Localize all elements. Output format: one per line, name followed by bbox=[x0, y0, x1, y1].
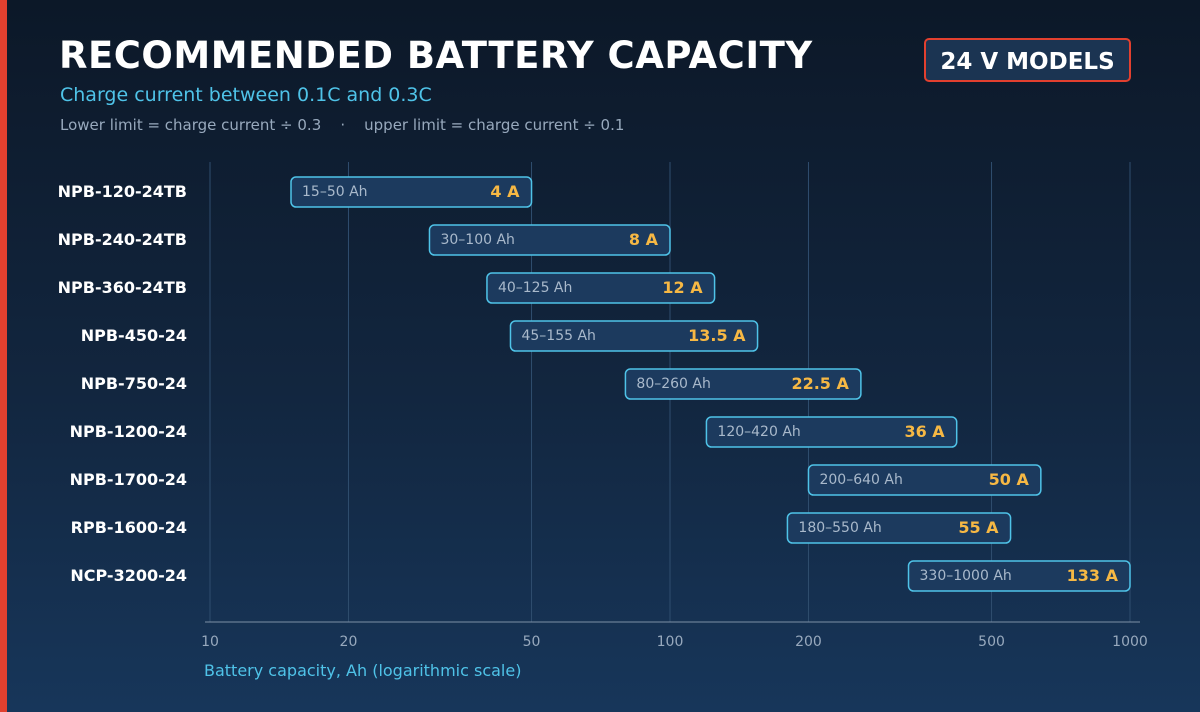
charge-current-label: 50 A bbox=[989, 470, 1030, 489]
capacity-range-bar bbox=[786, 512, 1012, 544]
accent-bar bbox=[0, 0, 7, 712]
model-label: NPB-360-24TB bbox=[58, 278, 187, 297]
capacity-range-label: 80–260 Ah bbox=[636, 376, 710, 392]
model-label: NPB-1200-24 bbox=[70, 422, 187, 441]
chart-note: Lower limit = charge current ÷ 0.3 · upp… bbox=[60, 116, 625, 134]
charge-current-label: 8 A bbox=[629, 230, 659, 249]
x-axis-label: Battery capacity, Ah (logarithmic scale) bbox=[204, 661, 521, 680]
charge-current-label: 12 A bbox=[662, 278, 703, 297]
model-label: RPB-1600-24 bbox=[71, 518, 187, 537]
capacity-range-label: 15–50 Ah bbox=[302, 184, 368, 200]
capacity-range-label: 120–420 Ah bbox=[717, 424, 800, 440]
capacity-range-label: 180–550 Ah bbox=[798, 520, 881, 536]
x-tick-label: 200 bbox=[795, 634, 822, 650]
x-tick-label: 1000 bbox=[1112, 634, 1148, 650]
capacity-range-label: 200–640 Ah bbox=[819, 472, 902, 488]
capacity-range-label: 40–125 Ah bbox=[498, 280, 572, 296]
chart-subtitle: Charge current between 0.1C and 0.3C bbox=[60, 84, 432, 106]
charge-current-label: 22.5 A bbox=[791, 374, 849, 393]
capacity-range-bar bbox=[807, 464, 1042, 496]
charge-current-label: 36 A bbox=[904, 422, 945, 441]
model-label: NPB-120-24TB bbox=[58, 182, 187, 201]
x-tick-label: 10 bbox=[201, 634, 219, 650]
chart-title: RECOMMENDED BATTERY CAPACITY bbox=[59, 34, 813, 77]
capacity-range-bar bbox=[624, 368, 862, 400]
capacity-range-label: 30–100 Ah bbox=[440, 232, 514, 248]
charge-current-label: 133 A bbox=[1067, 566, 1119, 585]
models-badge: 24 V MODELS bbox=[924, 38, 1131, 82]
model-label: NCP-3200-24 bbox=[70, 566, 187, 585]
x-tick-label: 50 bbox=[523, 634, 541, 650]
capacity-range-bar bbox=[428, 224, 671, 256]
model-label: NPB-1700-24 bbox=[70, 470, 187, 489]
charge-current-label: 13.5 A bbox=[688, 326, 746, 345]
charge-current-label: 4 A bbox=[490, 182, 520, 201]
capacity-range-bar bbox=[907, 560, 1131, 592]
x-tick-label: 20 bbox=[340, 634, 358, 650]
model-label: NPB-750-24 bbox=[81, 374, 187, 393]
capacity-range-bar bbox=[705, 416, 958, 448]
x-tick-label: 100 bbox=[657, 634, 684, 650]
capacity-range-bar bbox=[290, 176, 533, 208]
x-tick-label: 500 bbox=[978, 634, 1005, 650]
capacity-range-label: 45–155 Ah bbox=[521, 328, 595, 344]
model-label: NPB-450-24 bbox=[81, 326, 187, 345]
capacity-range-bar bbox=[509, 320, 759, 352]
capacity-range-bar bbox=[486, 272, 716, 304]
charge-current-label: 55 A bbox=[958, 518, 999, 537]
model-label: NPB-240-24TB bbox=[58, 230, 187, 249]
capacity-range-label: 330–1000 Ah bbox=[920, 568, 1012, 584]
